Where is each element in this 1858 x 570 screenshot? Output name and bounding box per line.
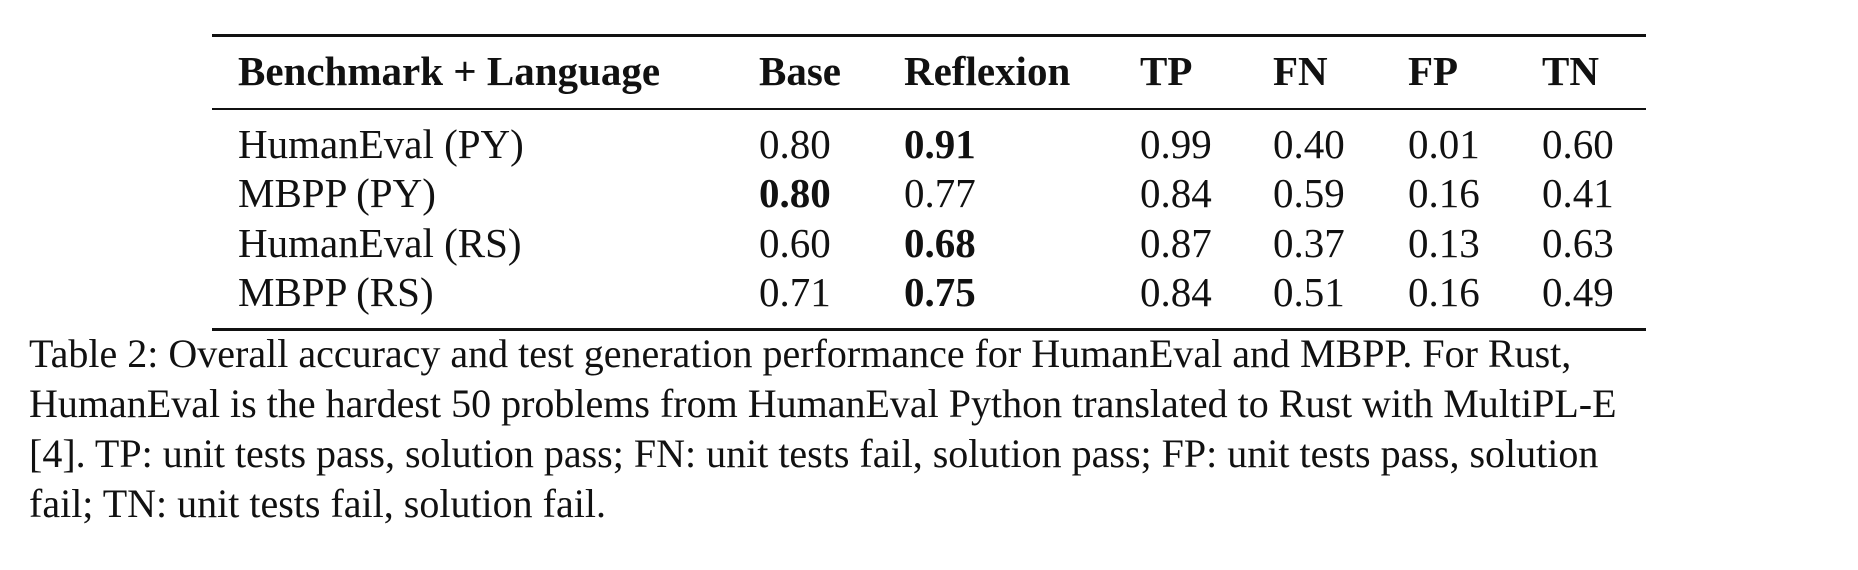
table-cell: 0.60 — [1542, 121, 1614, 167]
header-cell: TN — [1542, 48, 1599, 94]
table-cell: 0.63 — [1542, 219, 1614, 266]
caption-line: Table 2: Overall accuracy and test gener… — [29, 331, 1572, 376]
caption-line: HumanEval is the hardest 50 problems fro… — [29, 381, 1617, 426]
table-cell: 0.60 — [759, 219, 831, 266]
table-cell: 0.37 — [1273, 219, 1345, 266]
table-cell: 0.16 — [1408, 170, 1480, 217]
table-cell: 0.99 — [1140, 121, 1212, 167]
header-cell: Reflexion — [904, 48, 1071, 94]
header-cell: Benchmark + Language — [238, 48, 661, 94]
table-cell: MBPP (RS) — [238, 268, 434, 315]
table-cell: 0.84 — [1140, 268, 1212, 315]
header-cell: FN — [1273, 48, 1328, 94]
table-cell: 0.40 — [1273, 121, 1345, 167]
mid-rule — [212, 108, 1646, 110]
table-cell: 0.13 — [1408, 219, 1480, 266]
caption-line: [4]. TP: unit tests pass, solution pass;… — [29, 431, 1599, 476]
table-cell: 0.80 — [759, 170, 831, 217]
table-cell: 0.84 — [1140, 170, 1212, 217]
table-cell: 0.87 — [1140, 219, 1212, 266]
header-cell: Base — [759, 48, 841, 94]
table-cell: MBPP (PY) — [238, 170, 436, 217]
header-cell: FP — [1408, 48, 1459, 94]
table-cell: HumanEval (PY) — [238, 121, 524, 167]
table-cell: 0.41 — [1542, 170, 1614, 217]
table-cell: 0.80 — [759, 121, 831, 167]
table-cell: 0.01 — [1408, 121, 1480, 167]
table-cell: 0.59 — [1273, 170, 1345, 217]
caption-line: fail; TN: unit tests fail, solution fail… — [29, 481, 606, 526]
header-cell: TP — [1140, 48, 1193, 94]
table-cell: HumanEval (RS) — [238, 219, 522, 266]
table-cell: 0.68 — [904, 219, 976, 266]
table-cell: 0.75 — [904, 268, 976, 315]
top-rule — [212, 34, 1646, 37]
table-cell: 0.16 — [1408, 268, 1480, 315]
table-cell: 0.51 — [1273, 268, 1345, 315]
table-cell: 0.91 — [904, 121, 976, 167]
bottom-rule — [212, 328, 1646, 331]
table-cell: 0.77 — [904, 170, 976, 217]
table-cell: 0.71 — [759, 268, 831, 315]
table-cell: 0.49 — [1542, 268, 1614, 315]
